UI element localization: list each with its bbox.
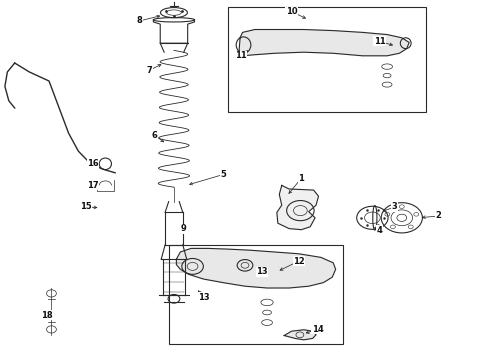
Text: 14: 14 [312, 325, 323, 334]
Text: 7: 7 [147, 66, 152, 75]
Text: 12: 12 [293, 256, 305, 265]
Text: 8: 8 [137, 16, 143, 25]
Text: 6: 6 [151, 130, 157, 139]
Text: 4: 4 [377, 226, 383, 235]
Text: 18: 18 [41, 310, 52, 320]
Text: 13: 13 [256, 267, 268, 276]
Text: 11: 11 [374, 37, 386, 46]
Text: 5: 5 [220, 170, 226, 179]
Text: 3: 3 [392, 202, 397, 211]
Polygon shape [239, 30, 409, 56]
Text: 17: 17 [87, 181, 99, 190]
Bar [169, 245, 343, 344]
Bar [228, 7, 426, 112]
Text: 10: 10 [286, 7, 297, 16]
Text: 16: 16 [87, 159, 99, 168]
Text: 1: 1 [298, 174, 304, 183]
Polygon shape [277, 185, 318, 230]
Text: 9: 9 [181, 224, 187, 233]
Polygon shape [176, 248, 336, 288]
Text: 15: 15 [80, 202, 92, 211]
Text: 13: 13 [197, 292, 209, 301]
Text: 11: 11 [235, 51, 247, 60]
Text: 2: 2 [436, 211, 441, 220]
Polygon shape [284, 330, 316, 340]
